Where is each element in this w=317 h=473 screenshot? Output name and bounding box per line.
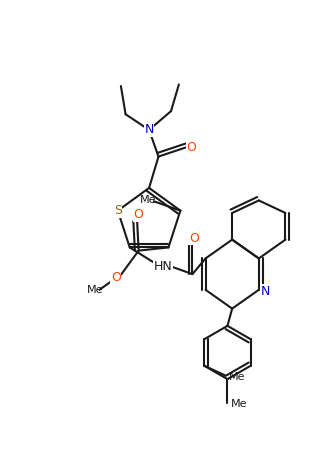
Text: Me: Me — [140, 195, 156, 205]
Text: O: O — [111, 271, 121, 284]
Text: N: N — [145, 123, 154, 136]
Text: N: N — [260, 285, 270, 298]
Text: O: O — [186, 140, 196, 154]
Text: Me: Me — [229, 372, 245, 382]
Text: HN: HN — [153, 260, 172, 273]
Text: Me: Me — [87, 285, 103, 295]
Text: S: S — [114, 204, 122, 217]
Text: Me: Me — [231, 399, 248, 409]
Text: O: O — [189, 232, 199, 245]
Text: O: O — [134, 208, 144, 221]
